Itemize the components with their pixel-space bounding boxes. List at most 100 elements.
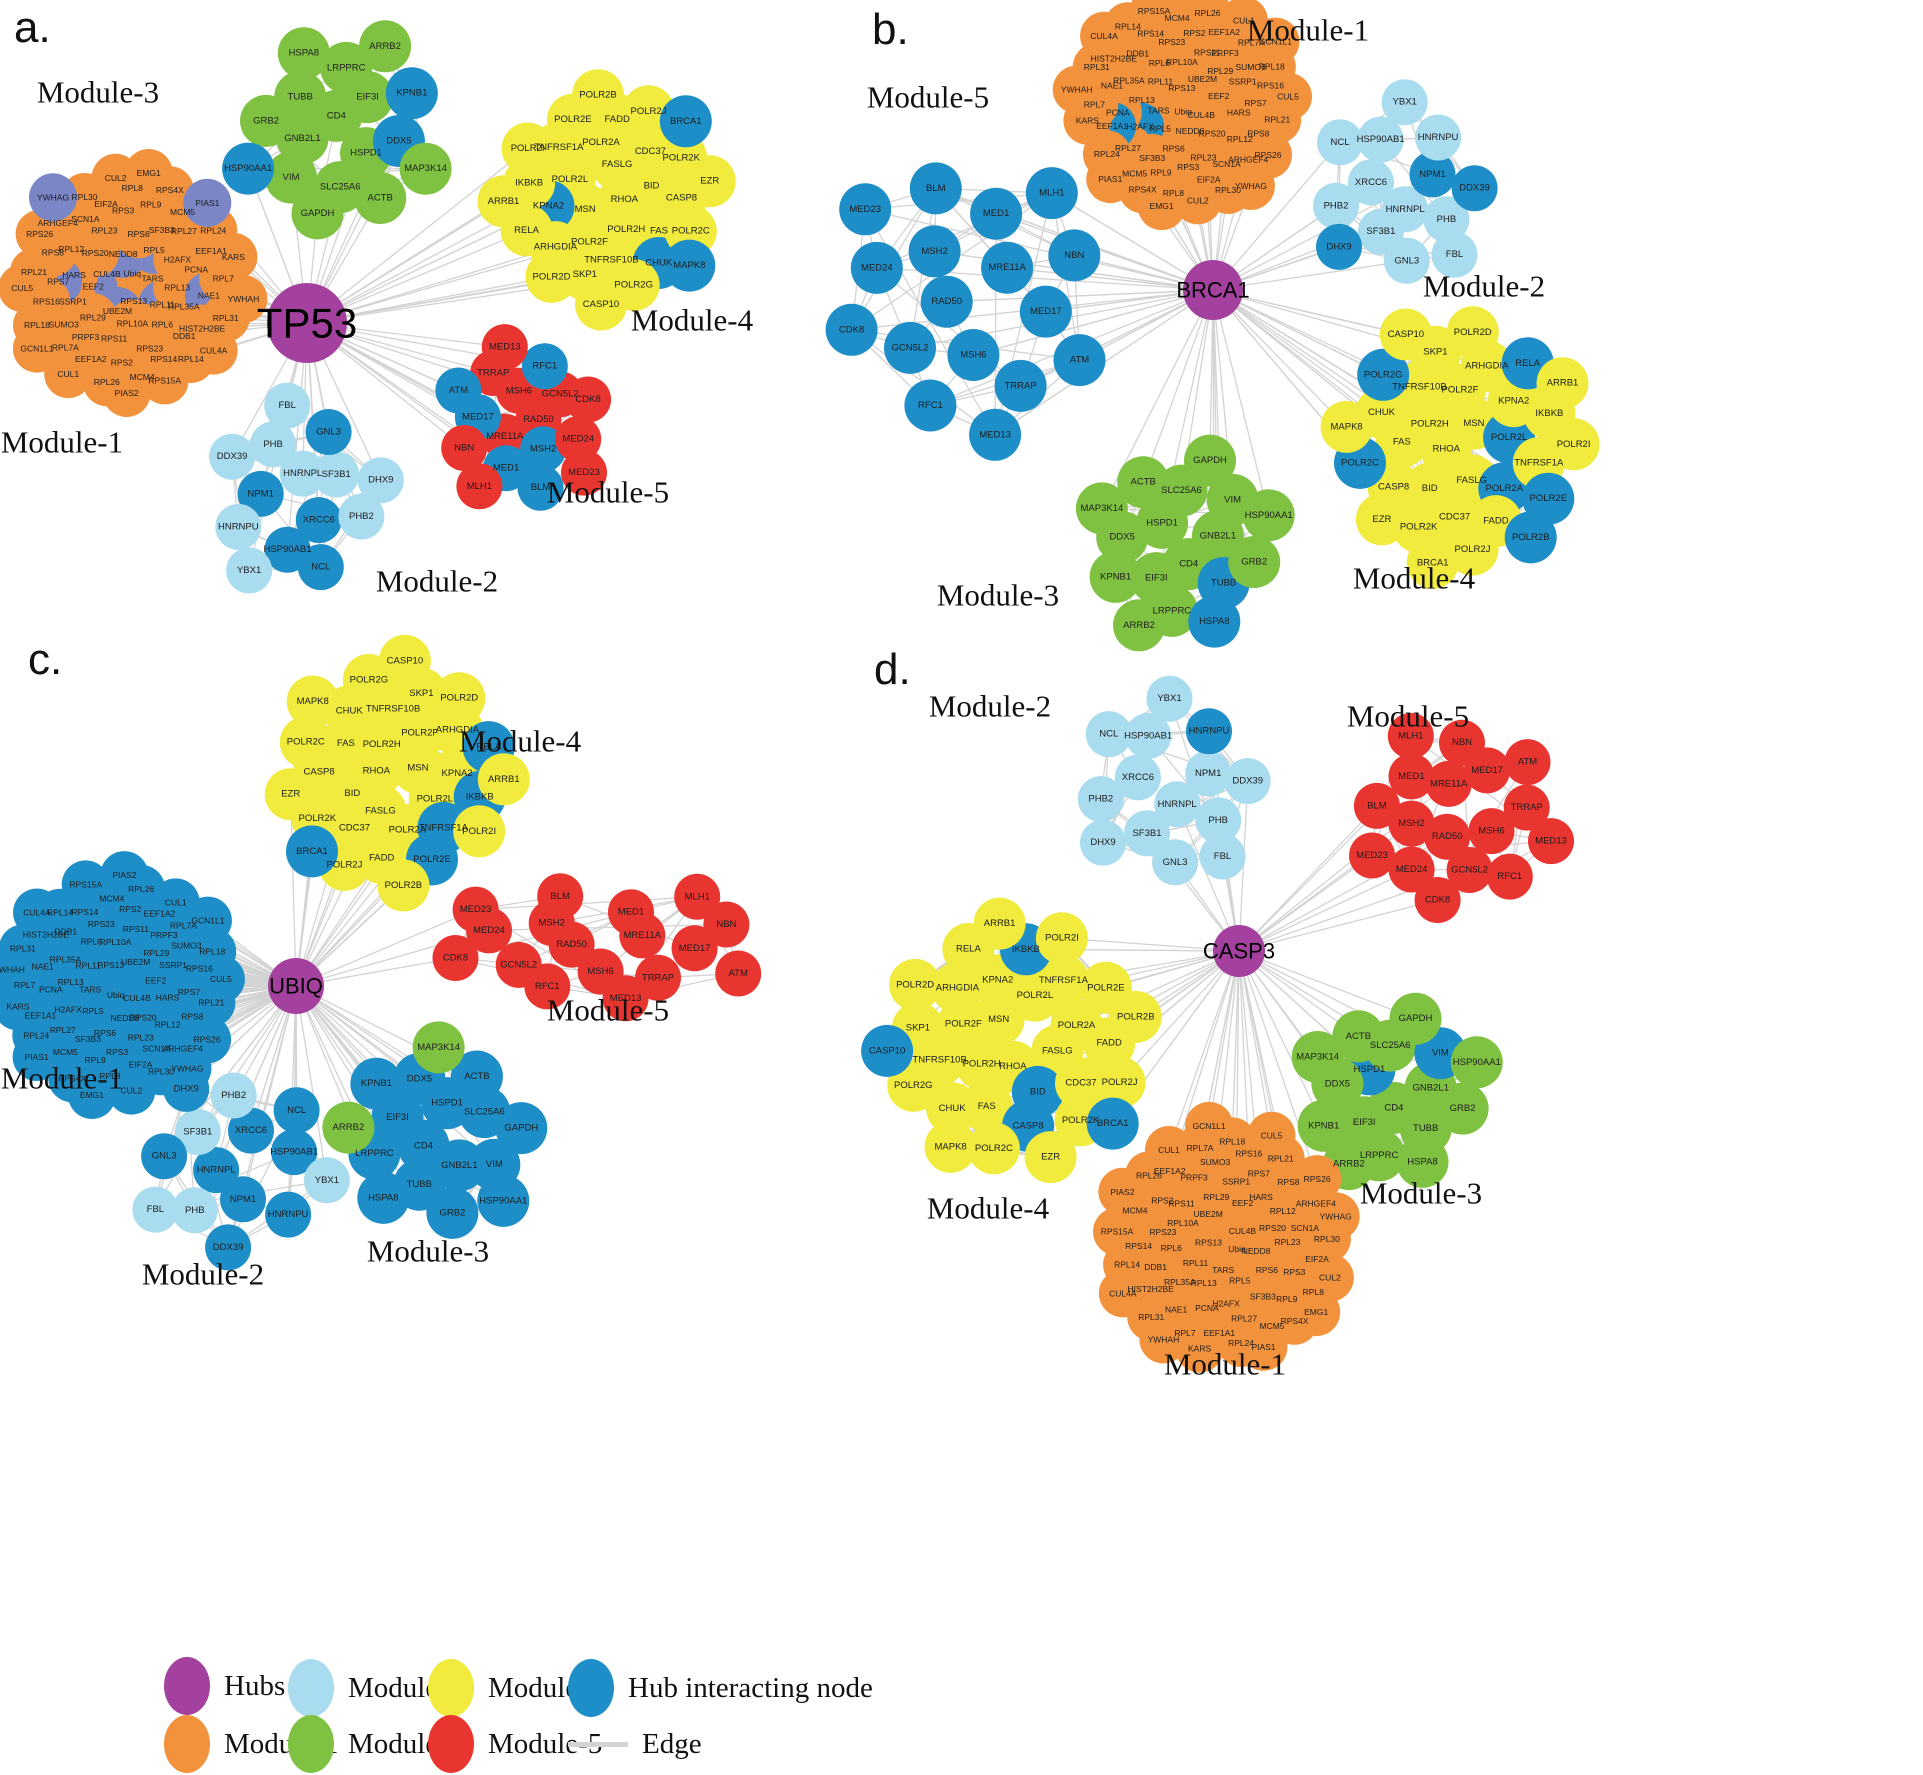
gene-node-grb2[interactable] bbox=[1436, 1082, 1489, 1135]
gene-node-atm[interactable] bbox=[435, 367, 482, 414]
gene-node-cul4a[interactable] bbox=[189, 326, 238, 375]
gene-node-msh6[interactable] bbox=[1468, 808, 1515, 855]
gene-node-polr2i[interactable] bbox=[501, 122, 554, 175]
gene-node-casp10[interactable] bbox=[575, 278, 627, 331]
gene-node-fbl[interactable] bbox=[1431, 231, 1478, 278]
gene-node-med24[interactable] bbox=[850, 241, 903, 294]
gene-node-ywhag[interactable] bbox=[1226, 161, 1275, 210]
gene-node-emg1[interactable] bbox=[124, 149, 173, 197]
gene-node-mre11a[interactable] bbox=[981, 241, 1034, 294]
gene-node-ncl[interactable] bbox=[273, 1087, 320, 1134]
gene-node-phb[interactable] bbox=[171, 1187, 218, 1234]
gene-node-hsp90aa1[interactable] bbox=[222, 142, 275, 195]
gene-node-polr2d[interactable] bbox=[525, 250, 578, 303]
gene-node-atm[interactable] bbox=[715, 950, 762, 997]
gene-node-cul5[interactable] bbox=[196, 955, 245, 1004]
gene-node-ncl[interactable] bbox=[1317, 119, 1363, 166]
gene-node-med1[interactable] bbox=[608, 889, 654, 936]
gene-node-npm1[interactable] bbox=[1409, 151, 1456, 198]
gene-node-grb2[interactable] bbox=[426, 1186, 479, 1239]
gene-node-hspa8[interactable] bbox=[1396, 1135, 1449, 1188]
gene-node-fbl[interactable] bbox=[132, 1186, 179, 1233]
gene-node-cdk8[interactable] bbox=[1414, 877, 1461, 923]
gene-node-vim[interactable] bbox=[265, 151, 317, 204]
gene-node-med13[interactable] bbox=[602, 975, 649, 1022]
gene-node-hspa8[interactable] bbox=[1188, 595, 1241, 648]
gene-node-ezr[interactable] bbox=[1024, 1131, 1077, 1184]
gene-node-rad50[interactable] bbox=[920, 275, 973, 328]
gene-node-ddx39[interactable] bbox=[1224, 758, 1271, 805]
gene-node-ezr[interactable] bbox=[264, 768, 317, 821]
gene-node-casp10[interactable] bbox=[1379, 308, 1432, 361]
gene-node-gnl3[interactable] bbox=[1383, 237, 1430, 284]
gene-node-gcn5l2[interactable] bbox=[1446, 847, 1493, 893]
gene-node-ybx1[interactable] bbox=[303, 1157, 350, 1204]
gene-node-phb2[interactable] bbox=[338, 493, 385, 540]
gene-node-mre11a[interactable] bbox=[1425, 760, 1472, 807]
gene-node-mlh1[interactable] bbox=[456, 463, 503, 510]
gene-node-kars[interactable] bbox=[209, 232, 258, 281]
gene-node-hnrnpl[interactable] bbox=[1154, 781, 1201, 828]
gene-node-arrb2[interactable] bbox=[359, 20, 412, 73]
gene-node-atm[interactable] bbox=[1053, 334, 1106, 387]
gene-node-rfc1[interactable] bbox=[1486, 853, 1533, 900]
gene-node-casp10[interactable] bbox=[378, 634, 431, 687]
gene-node-grb2[interactable] bbox=[240, 94, 292, 147]
gene-node-ybx1[interactable] bbox=[226, 547, 273, 594]
gene-node-xrcc6[interactable] bbox=[1114, 754, 1161, 801]
gene-node-pias2[interactable] bbox=[1163, 0, 1211, 21]
gene-node-gcn1l1[interactable] bbox=[183, 896, 232, 945]
gene-node-mapk8[interactable] bbox=[1320, 400, 1373, 453]
gene-node-mapk8[interactable] bbox=[924, 1120, 977, 1173]
gene-node-ybx1[interactable] bbox=[1381, 79, 1428, 126]
gene-node-arrb1[interactable] bbox=[477, 175, 530, 228]
gene-node-gapdh[interactable] bbox=[1389, 992, 1442, 1045]
gene-node-msh6[interactable] bbox=[947, 329, 1000, 381]
gene-node-rps15a[interactable] bbox=[140, 356, 189, 405]
gene-node-arrb2[interactable] bbox=[1113, 599, 1165, 652]
gene-node-mapk8[interactable] bbox=[663, 239, 716, 292]
gene-node-mlh1[interactable] bbox=[674, 873, 721, 920]
gene-node-pias2[interactable] bbox=[100, 851, 149, 900]
gene-node-polr2j[interactable] bbox=[1446, 523, 1499, 576]
gene-node-kars[interactable] bbox=[0, 982, 42, 1031]
gene-node-hspa8[interactable] bbox=[357, 1171, 410, 1224]
gene-node-ybx1[interactable] bbox=[1146, 675, 1193, 722]
gene-node-trrap[interactable] bbox=[994, 359, 1047, 412]
gene-node-brca1[interactable] bbox=[1086, 1097, 1139, 1150]
gene-node-rfc1[interactable] bbox=[524, 963, 571, 1010]
gene-node-mlh1[interactable] bbox=[1387, 712, 1434, 759]
gene-node-ywhah[interactable] bbox=[219, 275, 268, 324]
gene-node-polr2e[interactable] bbox=[1522, 472, 1575, 525]
gene-node-hsp90ab1[interactable] bbox=[271, 1129, 318, 1176]
gene-node-gapdh[interactable] bbox=[495, 1102, 548, 1155]
gene-node-ncl[interactable] bbox=[1085, 711, 1132, 758]
gene-node-med23[interactable] bbox=[1349, 832, 1395, 879]
gene-node-cul2[interactable] bbox=[1173, 176, 1222, 225]
gene-node-phb[interactable] bbox=[1423, 196, 1470, 243]
gene-node-kpnb1[interactable] bbox=[350, 1057, 403, 1110]
gene-node-brca1[interactable] bbox=[286, 825, 338, 878]
gene-node-kars[interactable] bbox=[1175, 1324, 1224, 1373]
gene-node-polr2i[interactable] bbox=[1035, 912, 1088, 965]
gene-node-ezr[interactable] bbox=[1355, 493, 1408, 546]
hub-node-casp3[interactable] bbox=[1213, 925, 1265, 977]
gene-node-rps15a[interactable] bbox=[61, 860, 110, 909]
gene-node-blm[interactable] bbox=[1353, 782, 1400, 829]
gene-node-ddx39[interactable] bbox=[1451, 165, 1498, 212]
gene-node-blm[interactable] bbox=[517, 464, 564, 511]
gene-node-polr2d[interactable] bbox=[889, 958, 942, 1011]
gene-node-phb2[interactable] bbox=[1077, 776, 1124, 823]
gene-node-rps15a[interactable] bbox=[1093, 1207, 1141, 1256]
gene-node-actb[interactable] bbox=[1332, 1010, 1385, 1063]
gene-node-hsp90aa1[interactable] bbox=[1450, 1036, 1503, 1089]
gene-node-med13[interactable] bbox=[481, 324, 528, 371]
gene-node-npm1[interactable] bbox=[220, 1176, 266, 1223]
gene-node-pias1[interactable] bbox=[1239, 1322, 1288, 1371]
gene-node-hnrnpl[interactable] bbox=[193, 1147, 240, 1194]
gene-node-gapdh[interactable] bbox=[1184, 434, 1236, 487]
gene-node-gnl3[interactable] bbox=[1152, 839, 1199, 886]
gene-node-tnfrsf1a[interactable] bbox=[1037, 954, 1090, 1007]
gene-node-atm[interactable] bbox=[1504, 739, 1551, 786]
gene-node-actb[interactable] bbox=[450, 1050, 503, 1103]
